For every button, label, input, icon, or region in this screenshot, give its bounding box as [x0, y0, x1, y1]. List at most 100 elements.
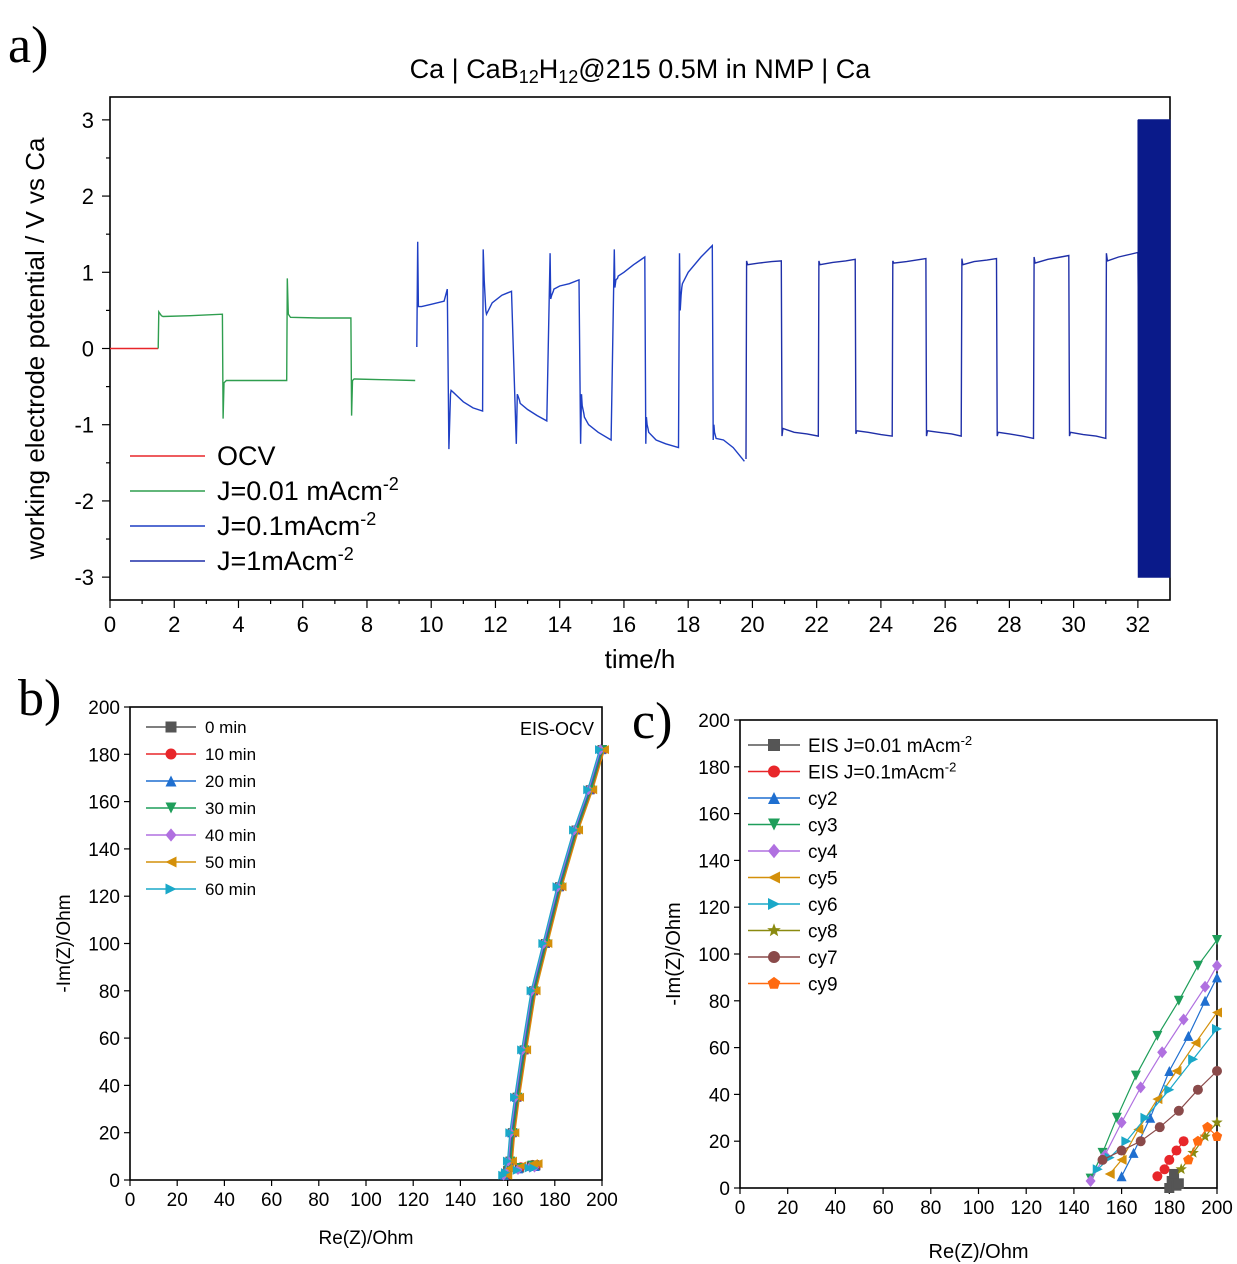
chart-a-xtick-label: 2	[168, 612, 180, 637]
chart-a-xtick-label: 8	[361, 612, 373, 637]
chart-b-xtick-label: 0	[125, 1190, 136, 1211]
chart-a-xtick-label: 18	[676, 612, 700, 637]
chart-a-xtick-label: 24	[869, 612, 893, 637]
chart-c-legend-label: cy2	[808, 789, 838, 810]
chart-a-legend-text: OCV	[217, 441, 276, 471]
chart-b-legend-marker	[165, 802, 177, 814]
chart-b-series-line	[506, 749, 605, 1176]
chart-c-ytick-label: 140	[698, 851, 730, 872]
chart-a-title-part: H	[539, 54, 559, 84]
chart-b-point	[552, 882, 562, 892]
chart-a-xtick-label: 16	[612, 612, 636, 637]
chart-c-point	[1192, 1084, 1203, 1095]
panel-b-letter: b)	[18, 670, 61, 727]
chart-c-series-line	[1090, 965, 1218, 1182]
chart-c-legend-marker	[767, 976, 781, 989]
chart-c-xtick-label: 40	[825, 1198, 846, 1219]
chart-a-ytick-label: -2	[74, 489, 94, 514]
chart-c-point	[1192, 960, 1203, 971]
chart-c-legend-text: cy5	[808, 869, 838, 890]
chart-c-legend-text: cy3	[808, 816, 838, 837]
chart-c-legend-marker	[768, 871, 780, 884]
chart-a-legend-sup: -2	[338, 544, 354, 564]
chart-c-legend-text: cy4	[808, 842, 838, 863]
chart-b-ytick-label: 80	[99, 982, 120, 1003]
chart-c-legend-text: cy8	[808, 922, 838, 943]
chart-a-ytick-label: 1	[82, 260, 94, 285]
chart-c-point	[1135, 1081, 1146, 1094]
chart-c-legend-marker	[768, 818, 780, 831]
chart-c-point	[1173, 995, 1184, 1006]
chart-c-point	[1116, 1116, 1127, 1129]
chart-a-xtick-label: 12	[483, 612, 507, 637]
chart-c-point	[1212, 959, 1222, 972]
chart-b-ytick-label: 160	[88, 793, 120, 814]
chart-b-legend-label: 40 min	[205, 826, 256, 845]
chart-c-point	[1159, 1164, 1170, 1175]
chart-b-ytick-label: 60	[99, 1029, 120, 1050]
chart-c-point	[1183, 1030, 1194, 1041]
chart-c-point	[1133, 1124, 1144, 1135]
chart-c-point	[1164, 1154, 1175, 1165]
chart-b-point	[500, 1168, 510, 1178]
chart-b-ytick-label: 120	[88, 887, 120, 908]
chart-b-point	[502, 1156, 512, 1166]
chart-c-ytick-label: 180	[698, 758, 730, 779]
chart-b-xtick-label: 140	[445, 1190, 477, 1211]
chart-c-point	[1157, 1046, 1168, 1059]
chart-c-legend-label: cy6	[808, 895, 838, 916]
chart-c-xtick-label: 180	[1153, 1198, 1185, 1219]
chart-c-point	[1192, 1135, 1204, 1146]
chart-c-point	[1212, 1066, 1222, 1076]
chart-b-series-line	[503, 749, 602, 1176]
chart-b-point	[599, 745, 609, 755]
chart-b-point	[531, 986, 541, 996]
chart-a-dense-block	[1137, 119, 1171, 578]
chart-a-legend-sup: -2	[360, 509, 376, 529]
chart-a-title-part: @215 0.5M in NMP | Ca	[578, 54, 871, 84]
chart-c-legend-label: cy9	[808, 975, 838, 996]
chart-b-point	[533, 1159, 543, 1169]
chart-b-ytick-label: 40	[99, 1076, 120, 1097]
chart-a-xtick-label: 14	[547, 612, 571, 637]
chart-a-legend-label: OCV	[217, 441, 276, 471]
chart-c-point	[1171, 1066, 1182, 1076]
chart-c-point	[1212, 1023, 1222, 1034]
chart-c-ytick-label: 100	[698, 945, 730, 966]
chart-b-point	[512, 1165, 522, 1175]
chart-b-point	[557, 882, 567, 892]
chart-a-title-subscript: 12	[558, 67, 578, 87]
chart-c-legend-label: cy3	[808, 816, 838, 837]
chart-a-ytick-label: 0	[82, 337, 94, 362]
chart-c-ytick-label: 80	[709, 992, 730, 1013]
chart-c-point	[1183, 1154, 1194, 1165]
panel-c-letter: c)	[632, 693, 672, 750]
chart-c-ytick-label: 40	[709, 1085, 730, 1106]
chart-c-point	[1130, 1070, 1141, 1081]
chart-b-legend-label: 60 min	[205, 880, 256, 899]
chart-a-xtick-label: 6	[297, 612, 309, 637]
chart-c-legend-sup: -2	[945, 759, 957, 774]
chart-b-series-line	[507, 749, 606, 1176]
chart-a-xtick-label: 20	[740, 612, 764, 637]
chart-b-point	[526, 986, 536, 996]
chart-a-title: Ca | CaB12H12@215 0.5M in NMP | Ca	[410, 54, 872, 87]
chart-a-legend-text: J=1mAcm	[217, 546, 338, 576]
chart-a-legend-label: J=0.01 mAcm-2	[217, 474, 399, 506]
chart-c-point	[1097, 1154, 1108, 1165]
chart-c-point	[1212, 934, 1222, 945]
panel-a-chart: Ca | CaB12H12@215 0.5M in NMP | Ca0 2 4 6 8 1…	[20, 54, 1171, 674]
chart-b-point	[524, 1163, 534, 1173]
chart-c-legend-marker	[768, 951, 780, 963]
chart-c-point	[1152, 1171, 1163, 1182]
chart-c-point	[1188, 1054, 1199, 1065]
chart-c-xlabel: Re(Z)/Ohm	[929, 1241, 1029, 1263]
chart-c-legend-marker	[768, 739, 780, 751]
panel-a-letter: a)	[8, 17, 48, 74]
chart-c-legend-text: cy9	[808, 975, 838, 996]
chart-b-point	[510, 1092, 520, 1102]
chart-c-point	[1171, 1145, 1182, 1156]
chart-a-title-part: Ca | CaB	[410, 54, 519, 84]
chart-c-xtick-label: 80	[920, 1198, 941, 1219]
